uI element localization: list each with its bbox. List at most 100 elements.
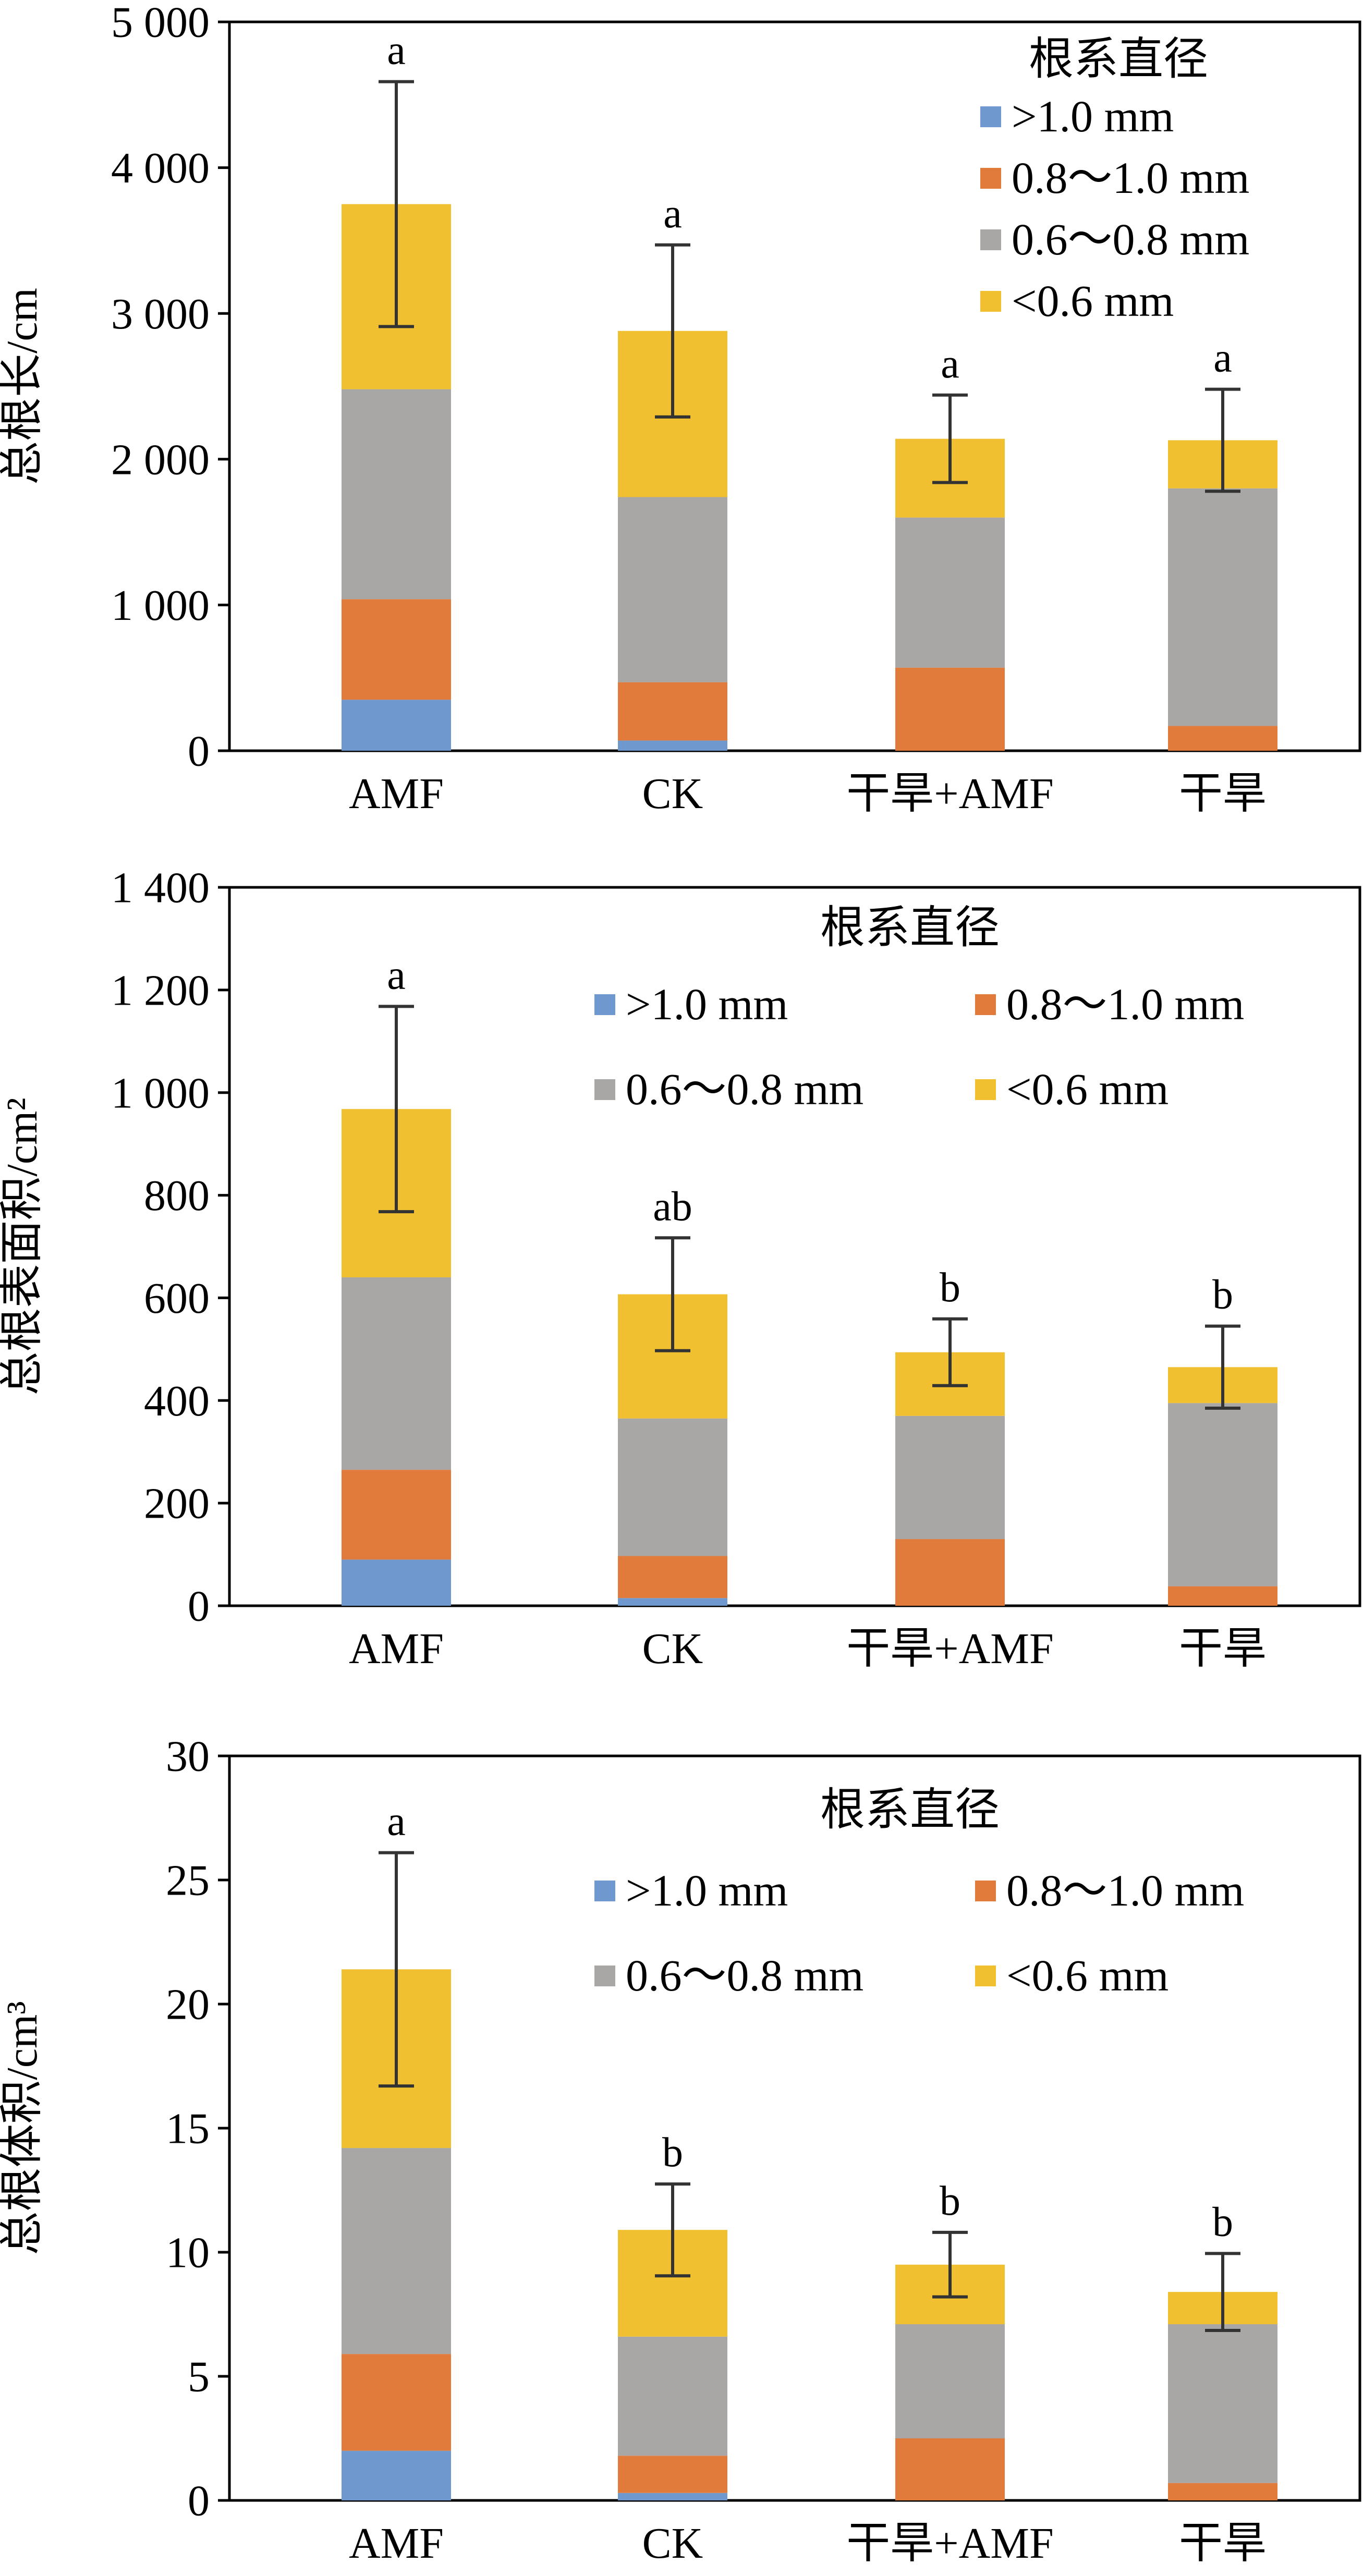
legend-label: 0.8～1.0 mm (1012, 153, 1249, 203)
legend-label: <0.6 mm (1006, 1950, 1169, 2000)
bar-segment (342, 599, 451, 700)
legend-swatch (975, 1965, 996, 1986)
bar-segment (342, 700, 451, 751)
legend-swatch (594, 1965, 615, 1986)
legend-label: 0.8～1.0 mm (1006, 979, 1244, 1029)
bar-segment (895, 1539, 1005, 1606)
bar-segment (342, 2451, 451, 2500)
y-tick-label: 1 200 (111, 966, 210, 1015)
bar-segment (342, 1559, 451, 1606)
y-tick-label: 0 (188, 727, 210, 776)
y-tick-label: 200 (144, 1480, 210, 1528)
legend-label: 0.6～0.8 mm (626, 1064, 863, 1114)
bar-segment (1168, 1586, 1277, 1606)
x-tick-label: AMF (349, 2519, 444, 2568)
x-tick-label: 干旱+AMF (846, 1625, 1053, 1673)
x-tick-label: AMF (349, 1625, 444, 1673)
y-tick-label: 5 000 (111, 0, 210, 47)
x-tick-label: 干旱 (1179, 770, 1267, 818)
x-tick-label: 干旱+AMF (846, 770, 1053, 818)
bar-segment (895, 2438, 1005, 2500)
legend-swatch (980, 291, 1001, 312)
bar-segment (618, 2456, 727, 2493)
bar-segment (1168, 489, 1277, 726)
y-tick-label: 1 000 (111, 581, 210, 630)
y-tick-label: 1 400 (111, 864, 210, 912)
y-tick-label: 15 (166, 2105, 210, 2153)
y-tick-label: 2 000 (111, 435, 210, 484)
legend-swatch (975, 1881, 996, 1901)
significance-letter: a (387, 1799, 406, 1845)
significance-letter: b (1212, 1272, 1233, 1318)
x-tick-label: CK (642, 1625, 703, 1673)
y-axis-label: 总根长/cm (0, 288, 46, 485)
legend-title: 根系直径 (820, 1785, 1000, 1835)
bar-segment (618, 1419, 727, 1556)
y-tick-label: 800 (144, 1171, 210, 1220)
legend-label: <0.6 mm (1006, 1064, 1169, 1114)
legend-label: 0.6～0.8 mm (1012, 214, 1249, 264)
significance-letter: ab (653, 1183, 692, 1229)
bar-segment (895, 2324, 1005, 2438)
legend-swatch (594, 1079, 615, 1100)
y-axis-label: 总根体积/cm³ (0, 2001, 46, 2255)
y-tick-label: 0 (188, 2477, 210, 2525)
x-tick-label: CK (642, 2519, 703, 2568)
y-tick-label: 600 (144, 1274, 210, 1323)
total-root-length-chart: 0 1 000 2 000 3 000 4 000 5 000 总根长/cm AMF CK 干旱+… (0, 0, 1360, 818)
bar-segment (1168, 1403, 1277, 1586)
bar-segment (618, 2337, 727, 2456)
y-tick-label: 30 (166, 1732, 210, 1781)
significance-letter: b (940, 2178, 960, 2224)
bar-segment (895, 1416, 1005, 1539)
legend-label: 0.8～1.0 mm (1006, 1865, 1244, 1915)
significance-letter: b (1212, 2199, 1233, 2245)
legend-label: 0.6～0.8 mm (626, 1950, 863, 2000)
y-tick-label: 400 (144, 1377, 210, 1425)
bar-segment (342, 2148, 451, 2354)
bar-segment (895, 668, 1005, 751)
significance-letter: a (387, 28, 406, 74)
x-tick-label: 干旱 (1179, 2519, 1267, 2568)
x-tick-label: 干旱+AMF (846, 2519, 1053, 2568)
y-tick-label: 25 (166, 1857, 210, 1905)
legend-swatch (980, 106, 1001, 127)
legend-label: >1.0 mm (1012, 91, 1174, 141)
bar-segment (618, 497, 727, 682)
bar-segment (342, 1470, 451, 1559)
legend-swatch (980, 168, 1001, 189)
legend-label: <0.6 mm (1012, 276, 1174, 326)
significance-letter: b (662, 2130, 683, 2176)
significance-letter: a (1213, 335, 1232, 381)
y-tick-label: 4 000 (111, 144, 210, 192)
legend-swatch (975, 994, 996, 1015)
legend-swatch (980, 229, 1001, 250)
y-tick-label: 10 (166, 2229, 210, 2277)
bar-segment (618, 2493, 727, 2500)
bar-segment (342, 1277, 451, 1470)
y-tick-label: 3 000 (111, 290, 210, 338)
legend-title: 根系直径 (820, 902, 1000, 953)
bar-segment (1168, 2324, 1277, 2483)
bar-segment (895, 518, 1005, 668)
bar-segment (342, 389, 451, 600)
legend-swatch (594, 1881, 615, 1901)
significance-letter: a (663, 191, 682, 237)
y-tick-label: 1 000 (111, 1069, 210, 1117)
bar-segment (618, 1556, 727, 1598)
bar-segment (1168, 2483, 1277, 2500)
bar-segment (618, 1598, 727, 1606)
bar-segment (618, 682, 727, 741)
bar-segment (1168, 726, 1277, 751)
significance-letter: b (940, 1265, 960, 1311)
y-tick-label: 5 (188, 2353, 210, 2401)
legend-label: >1.0 mm (626, 979, 788, 1029)
x-tick-label: AMF (349, 770, 444, 818)
total-root-surface-area-chart: 02004006008001 0001 2001 400总根表面积/cm²AMF… (0, 864, 1360, 1673)
y-axis-label: 总根表面积/cm² (0, 1097, 46, 1395)
legend-label: >1.0 mm (626, 1865, 788, 1915)
y-tick-label: 20 (166, 1981, 210, 2029)
legend-swatch (594, 994, 615, 1015)
bar-segment (342, 2354, 451, 2451)
bar-segment (618, 740, 727, 751)
